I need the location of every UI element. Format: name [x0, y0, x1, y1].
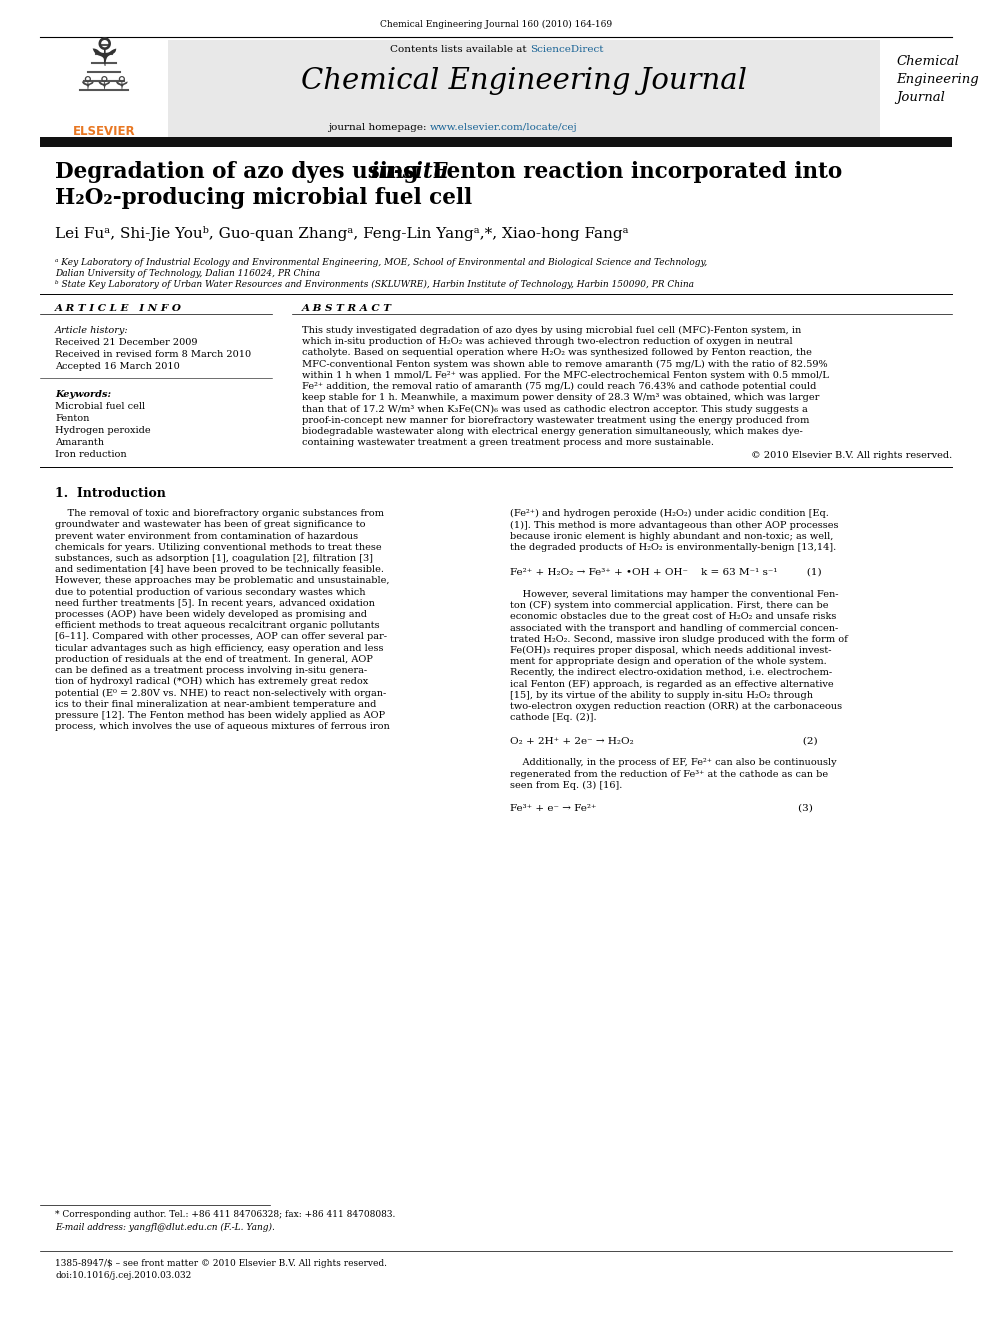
Text: ics to their final mineralization at near-ambient temperature and: ics to their final mineralization at nea… — [55, 700, 376, 709]
Text: ᵃ Key Laboratory of Industrial Ecology and Environmental Engineering, MOE, Schoo: ᵃ Key Laboratory of Industrial Ecology a… — [55, 258, 707, 267]
Text: A B S T R A C T: A B S T R A C T — [302, 304, 392, 314]
Text: need further treatments [5]. In recent years, advanced oxidation: need further treatments [5]. In recent y… — [55, 599, 375, 607]
Text: than that of 17.2 W/m³ when K₃Fe(CN)₆ was used as cathodic electron acceptor. Th: than that of 17.2 W/m³ when K₃Fe(CN)₆ wa… — [302, 405, 807, 414]
Text: However, these approaches may be problematic and unsustainable,: However, these approaches may be problem… — [55, 577, 390, 585]
Text: pressure [12]. The Fenton method has been widely applied as AOP: pressure [12]. The Fenton method has bee… — [55, 710, 385, 720]
Text: Accepted 16 March 2010: Accepted 16 March 2010 — [55, 363, 180, 370]
Text: Article history:: Article history: — [55, 325, 129, 335]
Text: ticular advantages such as high efficiency, easy operation and less: ticular advantages such as high efficien… — [55, 643, 384, 652]
Text: keep stable for 1 h. Meanwhile, a maximum power density of 28.3 W/m³ was obtaine: keep stable for 1 h. Meanwhile, a maximu… — [302, 393, 819, 402]
Text: Fe(OH)₃ requires proper disposal, which needs additional invest-: Fe(OH)₃ requires proper disposal, which … — [510, 646, 831, 655]
Text: E-mail address: yangfl@dlut.edu.cn (F.-L. Yang).: E-mail address: yangfl@dlut.edu.cn (F.-L… — [55, 1222, 275, 1232]
Text: ELSEVIER: ELSEVIER — [72, 124, 135, 138]
Bar — [40, 40, 168, 138]
Text: chemicals for years. Utilizing conventional methods to treat these: chemicals for years. Utilizing conventio… — [55, 542, 382, 552]
Text: ⚘⚘⚘: ⚘⚘⚘ — [77, 75, 130, 94]
Text: Additionally, in the process of EF, Fe²⁺ can also be continuously: Additionally, in the process of EF, Fe²⁺… — [510, 758, 836, 767]
Text: Chemical Engineering Journal 160 (2010) 164-169: Chemical Engineering Journal 160 (2010) … — [380, 20, 612, 29]
Text: A R T I C L E   I N F O: A R T I C L E I N F O — [55, 304, 182, 314]
Text: Contents lists available at: Contents lists available at — [390, 45, 530, 54]
Text: The removal of toxic and biorefractory organic substances from: The removal of toxic and biorefractory o… — [55, 509, 384, 519]
Text: Iron reduction: Iron reduction — [55, 450, 127, 459]
Text: © 2010 Elsevier B.V. All rights reserved.: © 2010 Elsevier B.V. All rights reserved… — [751, 451, 952, 460]
Text: Fenton reaction incorporated into: Fenton reaction incorporated into — [425, 161, 842, 183]
Text: Recently, the indirect electro-oxidation method, i.e. electrochem-: Recently, the indirect electro-oxidation… — [510, 668, 832, 677]
Text: [15], by its virtue of the ability to supply in-situ H₂O₂ through: [15], by its virtue of the ability to su… — [510, 691, 813, 700]
Text: Microbial fuel cell: Microbial fuel cell — [55, 402, 145, 411]
Text: groundwater and wastewater has been of great significance to: groundwater and wastewater has been of g… — [55, 520, 365, 529]
Text: Received in revised form 8 March 2010: Received in revised form 8 March 2010 — [55, 351, 251, 359]
Text: trated H₂O₂. Second, massive iron sludge produced with the form of: trated H₂O₂. Second, massive iron sludge… — [510, 635, 848, 644]
Text: (1)]. This method is more advantageous than other AOP processes: (1)]. This method is more advantageous t… — [510, 520, 838, 529]
Text: www.elsevier.com/locate/cej: www.elsevier.com/locate/cej — [430, 123, 577, 132]
Text: which in-situ production of H₂O₂ was achieved through two-electron reduction of : which in-situ production of H₂O₂ was ach… — [302, 337, 793, 347]
Text: Dalian University of Technology, Dalian 116024, PR China: Dalian University of Technology, Dalian … — [55, 269, 320, 278]
Text: * Corresponding author. Tel.: +86 411 84706328; fax: +86 411 84708083.: * Corresponding author. Tel.: +86 411 84… — [55, 1211, 396, 1218]
Text: cathode [Eq. (2)].: cathode [Eq. (2)]. — [510, 713, 596, 722]
Text: (Fe²⁺) and hydrogen peroxide (H₂O₂) under acidic condition [Eq.: (Fe²⁺) and hydrogen peroxide (H₂O₂) unde… — [510, 509, 829, 519]
Text: regenerated from the reduction of Fe³⁺ at the cathode as can be: regenerated from the reduction of Fe³⁺ a… — [510, 770, 828, 779]
Text: tion of hydroxyl radical (*OH) which has extremely great redox: tion of hydroxyl radical (*OH) which has… — [55, 677, 368, 687]
Text: H₂O₂-producing microbial fuel cell: H₂O₂-producing microbial fuel cell — [55, 187, 472, 209]
Text: associated with the transport and handling of commercial concen-: associated with the transport and handli… — [510, 623, 838, 632]
Text: Fe²⁺ addition, the removal ratio of amaranth (75 mg/L) could reach 76.43% and ca: Fe²⁺ addition, the removal ratio of amar… — [302, 382, 816, 392]
Text: Fenton: Fenton — [55, 414, 89, 423]
Text: Degradation of azo dyes using: Degradation of azo dyes using — [55, 161, 426, 183]
Text: can be defined as a treatment process involving in-situ genera-: can be defined as a treatment process in… — [55, 665, 367, 675]
Text: This study investigated degradation of azo dyes by using microbial fuel cell (MF: This study investigated degradation of a… — [302, 325, 802, 335]
Text: 1385-8947/$ – see front matter © 2010 Elsevier B.V. All rights reserved.: 1385-8947/$ – see front matter © 2010 El… — [55, 1259, 387, 1267]
Text: in-situ: in-situ — [370, 161, 448, 183]
Text: process, which involves the use of aqueous mixtures of ferrous iron: process, which involves the use of aqueo… — [55, 722, 390, 732]
Text: Fe³⁺ + e⁻ → Fe²⁺                                                              (3: Fe³⁺ + e⁻ → Fe²⁺ (3 — [510, 804, 812, 814]
Text: proof-in-concept new manner for biorefractory wastewater treatment using the ene: proof-in-concept new manner for biorefra… — [302, 415, 809, 425]
Text: 1.  Introduction: 1. Introduction — [55, 487, 166, 500]
Text: efficient methods to treat aqueous recalcitrant organic pollutants: efficient methods to treat aqueous recal… — [55, 622, 380, 630]
Text: seen from Eq. (3) [16].: seen from Eq. (3) [16]. — [510, 781, 622, 790]
Text: Received 21 December 2009: Received 21 December 2009 — [55, 337, 197, 347]
Text: doi:10.1016/j.cej.2010.03.032: doi:10.1016/j.cej.2010.03.032 — [55, 1271, 191, 1279]
Text: However, several limitations may hamper the conventional Fen-: However, several limitations may hamper … — [510, 590, 838, 599]
Text: ton (CF) system into commercial application. First, there can be: ton (CF) system into commercial applicat… — [510, 601, 828, 610]
Bar — [168, 40, 880, 138]
Text: ᵇ State Key Laboratory of Urban Water Resources and Environments (SKLUWRE), Harb: ᵇ State Key Laboratory of Urban Water Re… — [55, 280, 694, 290]
Text: and sedimentation [4] have been proved to be technically feasible.: and sedimentation [4] have been proved t… — [55, 565, 384, 574]
Text: Amaranth: Amaranth — [55, 438, 104, 447]
Text: ical Fenton (EF) approach, is regarded as an effective alternative: ical Fenton (EF) approach, is regarded a… — [510, 680, 833, 689]
Text: ment for appropriate design and operation of the whole system.: ment for appropriate design and operatio… — [510, 658, 826, 667]
Text: economic obstacles due to the great cost of H₂O₂ and unsafe risks: economic obstacles due to the great cost… — [510, 613, 836, 622]
Text: containing wastewater treatment a green treatment process and more sustainable.: containing wastewater treatment a green … — [302, 438, 714, 447]
Text: production of residuals at the end of treatment. In general, AOP: production of residuals at the end of tr… — [55, 655, 373, 664]
Text: catholyte. Based on sequential operation where H₂O₂ was synthesized followed by : catholyte. Based on sequential operation… — [302, 348, 811, 357]
Bar — [40, 138, 952, 147]
Text: because ironic element is highly abundant and non-toxic; as well,: because ironic element is highly abundan… — [510, 532, 833, 541]
Text: O₂ + 2H⁺ + 2e⁻ → H₂O₂                                                    (2): O₂ + 2H⁺ + 2e⁻ → H₂O₂ (2) — [510, 737, 817, 745]
Text: the degraded products of H₂O₂ is environmentally-benign [13,14].: the degraded products of H₂O₂ is environ… — [510, 542, 836, 552]
Text: two-electron oxygen reduction reaction (ORR) at the carbonaceous: two-electron oxygen reduction reaction (… — [510, 703, 842, 712]
Text: within 1 h when 1 mmol/L Fe²⁺ was applied. For the MFC-electrochemical Fenton sy: within 1 h when 1 mmol/L Fe²⁺ was applie… — [302, 370, 829, 380]
Text: prevent water environment from contamination of hazardous: prevent water environment from contamina… — [55, 532, 358, 541]
Text: due to potential production of various secondary wastes which: due to potential production of various s… — [55, 587, 365, 597]
Text: Keywords:: Keywords: — [55, 390, 111, 400]
Text: substances, such as adsorption [1], coagulation [2], filtration [3]: substances, such as adsorption [1], coag… — [55, 554, 373, 564]
Text: MFC-conventional Fenton system was shown able to remove amaranth (75 mg/L) with : MFC-conventional Fenton system was shown… — [302, 360, 827, 369]
Text: journal homepage:: journal homepage: — [328, 123, 430, 132]
Text: potential (E⁰ = 2.80V vs. NHE) to react non-selectively with organ-: potential (E⁰ = 2.80V vs. NHE) to react … — [55, 688, 386, 697]
Text: biodegradable wastewater along with electrical energy generation simultaneously,: biodegradable wastewater along with elec… — [302, 427, 803, 435]
Text: ⚘: ⚘ — [86, 36, 121, 74]
Text: Hydrogen peroxide: Hydrogen peroxide — [55, 426, 151, 435]
Text: Chemical Engineering Journal: Chemical Engineering Journal — [301, 67, 747, 95]
Text: processes (AOP) have been widely developed as promising and: processes (AOP) have been widely develop… — [55, 610, 367, 619]
Text: Fe²⁺ + H₂O₂ → Fe³⁺ + •OH + OH⁻    k = 63 M⁻¹ s⁻¹         (1): Fe²⁺ + H₂O₂ → Fe³⁺ + •OH + OH⁻ k = 63 M⁻… — [510, 568, 821, 577]
Text: ScienceDirect: ScienceDirect — [530, 45, 603, 54]
Text: Lei Fuᵃ, Shi-Jie Youᵇ, Guo-quan Zhangᵃ, Feng-Lin Yangᵃ,*, Xiao-hong Fangᵃ: Lei Fuᵃ, Shi-Jie Youᵇ, Guo-quan Zhangᵃ, … — [55, 226, 629, 241]
Text: Chemical
Engineering
Journal: Chemical Engineering Journal — [896, 56, 979, 105]
Text: [6–11]. Compared with other processes, AOP can offer several par-: [6–11]. Compared with other processes, A… — [55, 632, 387, 642]
